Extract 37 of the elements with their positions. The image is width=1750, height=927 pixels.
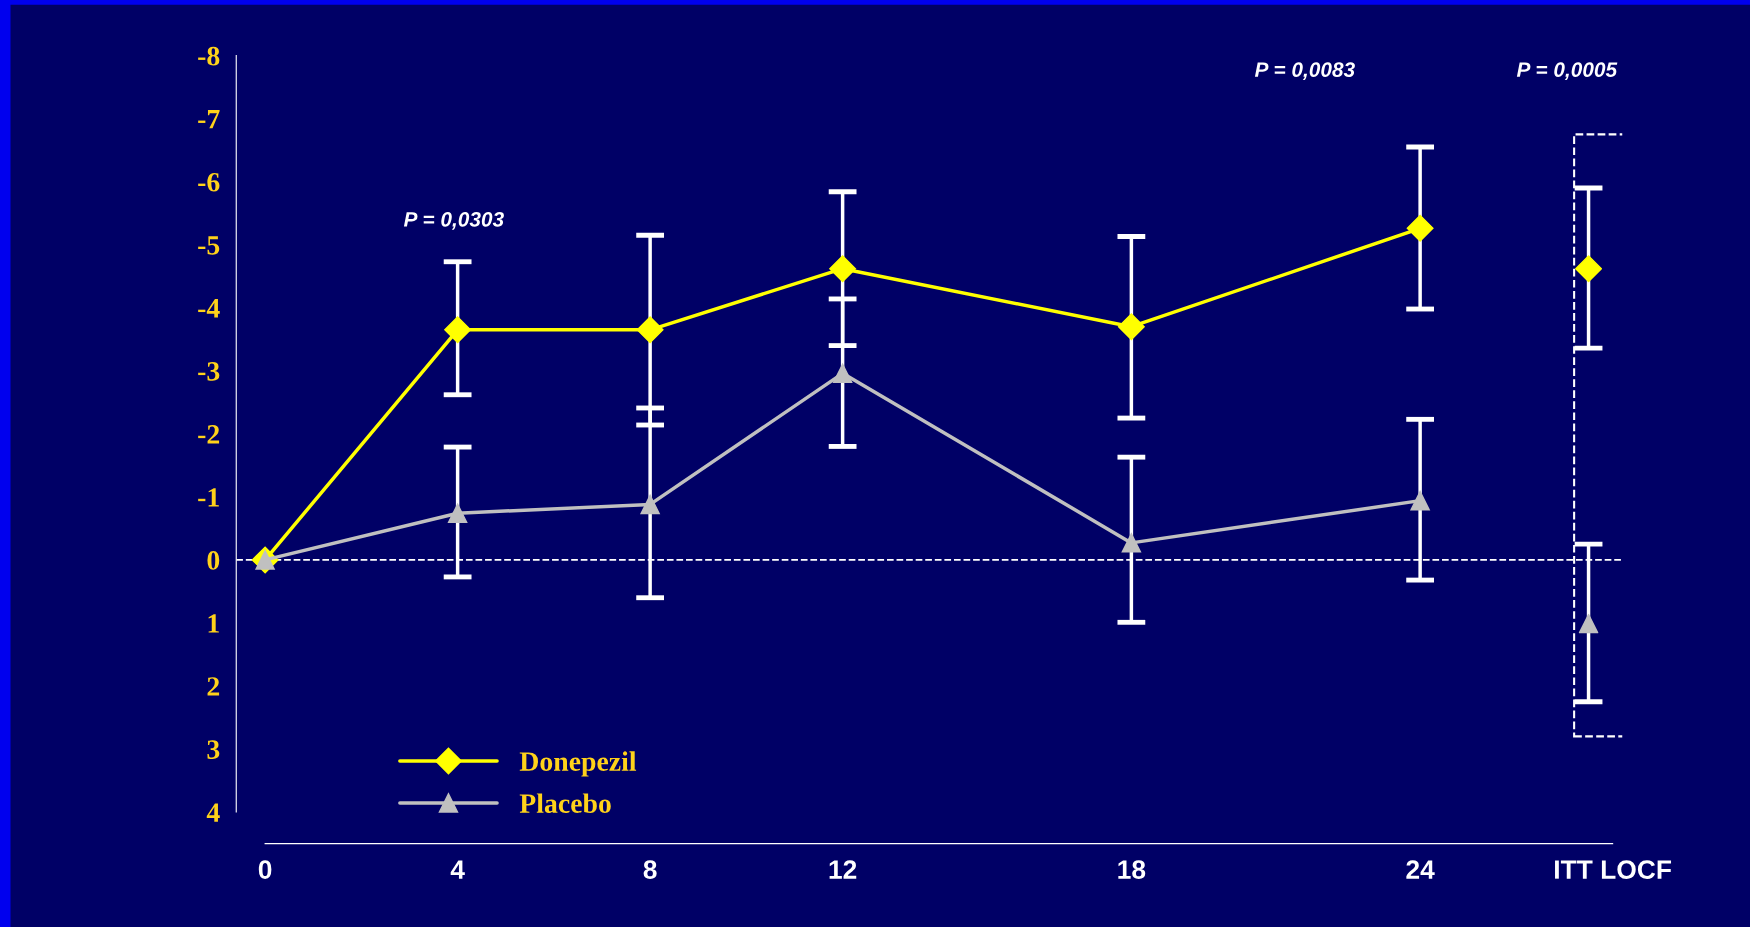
point bbox=[829, 255, 857, 283]
y-tick-label: -8 bbox=[198, 46, 220, 66]
point bbox=[447, 503, 468, 523]
x-tick-label: ITT LOCF bbox=[1555, 860, 1672, 879]
point bbox=[1410, 490, 1430, 511]
x-tick-label: 24 bbox=[1406, 860, 1435, 879]
annotation: P = 0,0303 bbox=[403, 211, 504, 230]
point bbox=[832, 363, 853, 384]
x-tick-label: 8 bbox=[643, 860, 657, 879]
x-tick-label: 12 bbox=[829, 860, 857, 879]
y-tick-label: 3 bbox=[207, 740, 220, 759]
y-tick-label: -5 bbox=[198, 236, 220, 255]
point bbox=[444, 316, 472, 344]
y-tick-label: 1 bbox=[208, 614, 219, 633]
x-tick-label: 0 bbox=[258, 860, 272, 879]
legend-label: Donepezil bbox=[519, 751, 637, 777]
y-tick-label: 0 bbox=[207, 551, 220, 570]
point bbox=[1117, 313, 1145, 341]
y-tick-label: -6 bbox=[198, 172, 220, 192]
y-tick-label: -7 bbox=[198, 110, 220, 129]
point bbox=[1121, 533, 1142, 553]
point bbox=[1575, 255, 1603, 283]
point bbox=[636, 316, 664, 344]
point bbox=[1406, 214, 1434, 242]
y-tick-label: -4 bbox=[198, 299, 220, 318]
point bbox=[1578, 613, 1599, 634]
point bbox=[640, 494, 660, 515]
x-tick-label: 4 bbox=[450, 860, 465, 879]
y-tick-label: -2 bbox=[198, 425, 220, 444]
y-tick-label: -1 bbox=[198, 488, 219, 507]
annotation: P = 0,0083 bbox=[1254, 62, 1355, 80]
y-tick-label: 4 bbox=[206, 803, 220, 822]
y-tick-label: -3 bbox=[198, 362, 220, 381]
y-tick-label: 2 bbox=[207, 677, 220, 696]
legend-label: Placebo bbox=[519, 793, 611, 813]
x-tick-label: 18 bbox=[1118, 860, 1146, 879]
annotation: P = 0,0005 bbox=[1516, 62, 1618, 80]
